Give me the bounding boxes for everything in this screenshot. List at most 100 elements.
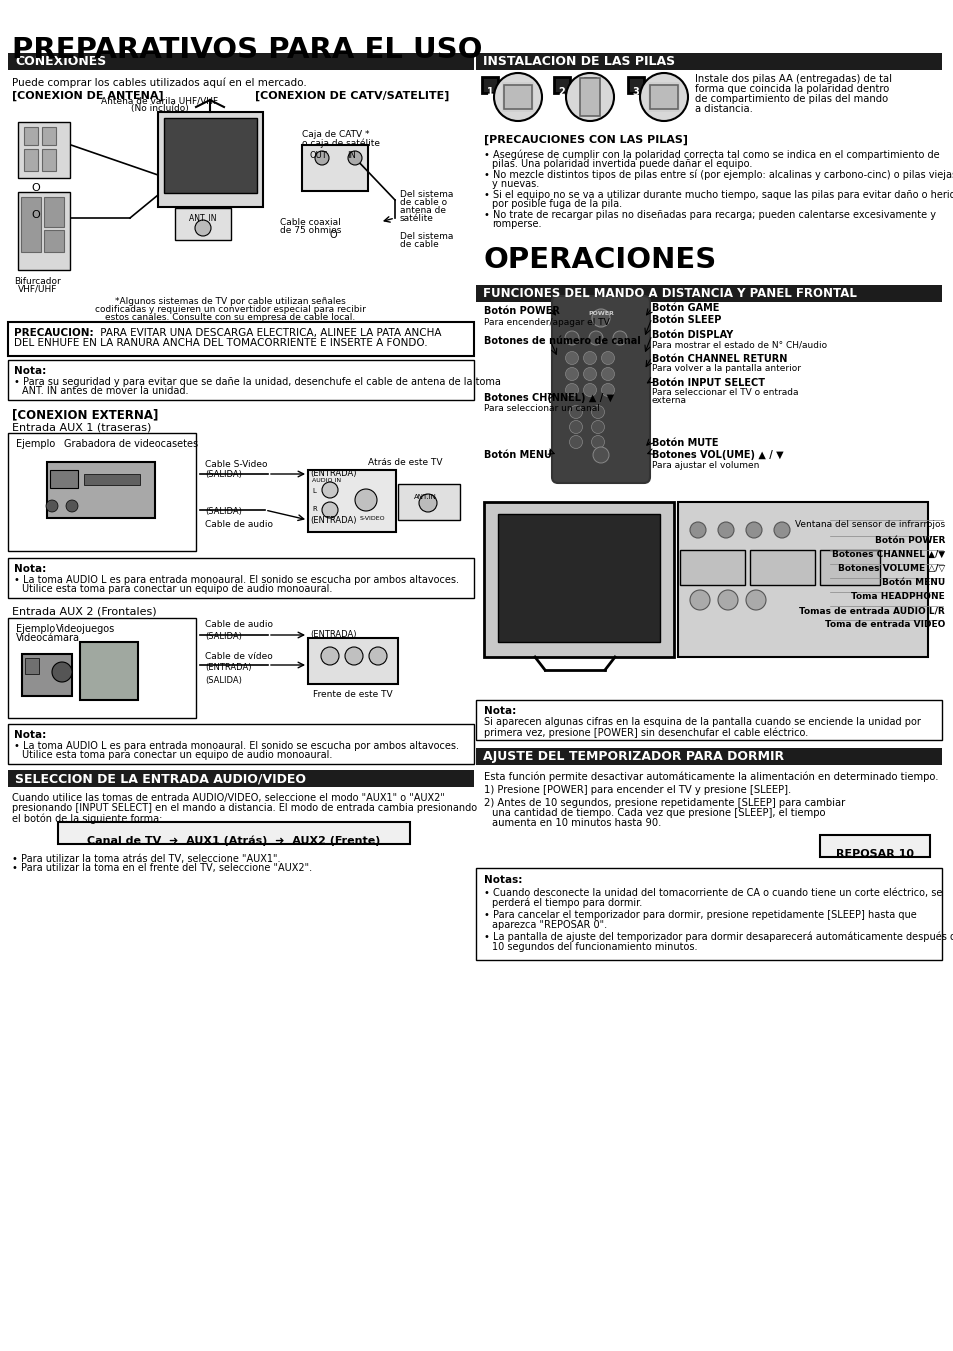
Text: Utilice esta toma para conectar un equipo de audio monoaural.: Utilice esta toma para conectar un equip…: [22, 584, 332, 594]
Circle shape: [322, 482, 337, 499]
Text: a distancia.: a distancia.: [695, 104, 752, 113]
Text: 2) Antes de 10 segundos, presione repetidamente [SLEEP] para cambiar: 2) Antes de 10 segundos, presione repeti…: [483, 798, 844, 808]
Text: de cable o: de cable o: [399, 199, 447, 207]
Bar: [481, 77, 497, 93]
Bar: [8, 359, 474, 400]
Text: Toma de entrada VIDEO: Toma de entrada VIDEO: [823, 620, 944, 630]
Text: (SALIDA): (SALIDA): [205, 632, 242, 640]
Bar: [476, 53, 941, 70]
Text: ANT. IN: ANT. IN: [189, 213, 216, 223]
Text: forma que coincida la polaridad dentro: forma que coincida la polaridad dentro: [695, 84, 888, 95]
Bar: [8, 322, 474, 357]
Text: o caja de satélite: o caja de satélite: [302, 138, 379, 147]
Text: Para mostrar el estado de N° CH/audio: Para mostrar el estado de N° CH/audio: [651, 340, 826, 349]
Text: Atrás de este TV: Atrás de este TV: [368, 458, 442, 467]
Text: Para encender/apagar el TV: Para encender/apagar el TV: [483, 317, 609, 327]
Text: POWER: POWER: [587, 311, 614, 316]
Text: (ENTRADA): (ENTRADA): [310, 630, 356, 639]
Circle shape: [565, 73, 614, 122]
Text: Cable de audio: Cable de audio: [205, 520, 273, 530]
Text: Grabadora de videocasetes: Grabadora de videocasetes: [64, 439, 198, 449]
Text: • No mezcle distintos tipos de pilas entre sí (por ejemplo: alcalinas y carbono-: • No mezcle distintos tipos de pilas ent…: [483, 170, 953, 181]
Text: OPERACIONES: OPERACIONES: [483, 246, 717, 274]
Text: Ejemplo: Ejemplo: [16, 624, 55, 634]
Bar: [8, 558, 474, 598]
Text: antena de: antena de: [399, 205, 446, 215]
Text: • Cuando desconecte la unidad del tomacorriente de CA o cuando tiene un corte el: • Cuando desconecte la unidad del tomaco…: [483, 888, 942, 898]
Circle shape: [583, 351, 596, 365]
Text: • No trate de recargar pilas no diseñadas para recarga; pueden calentarse excesi: • No trate de recargar pilas no diseñada…: [483, 209, 935, 220]
Text: de cable: de cable: [399, 240, 438, 249]
Circle shape: [583, 384, 596, 396]
Bar: [47, 462, 154, 517]
Circle shape: [565, 367, 578, 381]
Bar: [24, 149, 38, 172]
Text: Cable de vídeo: Cable de vídeo: [205, 653, 273, 661]
Text: Botones VOLUME △/▽: Botones VOLUME △/▽: [837, 563, 944, 573]
Text: ANT. IN antes de mover la unidad.: ANT. IN antes de mover la unidad.: [22, 386, 189, 396]
Text: Nota:: Nota:: [483, 707, 516, 716]
Bar: [80, 642, 138, 700]
Text: Cable de audio: Cable de audio: [205, 620, 273, 630]
Text: Cable S-Video: Cable S-Video: [205, 459, 267, 469]
Text: pilas. Una polaridad invertida puede dañar el equipo.: pilas. Una polaridad invertida puede dañ…: [492, 159, 752, 169]
Text: por posible fuga de la pila.: por posible fuga de la pila.: [492, 199, 621, 209]
Text: satélite: satélite: [399, 213, 434, 223]
Text: Nota:: Nota:: [14, 730, 46, 740]
Text: 10 segundos del funcionamiento minutos.: 10 segundos del funcionamiento minutos.: [492, 942, 697, 952]
Text: Si aparecen algunas cifras en la esquina de la pantalla cuando se enciende la un: Si aparecen algunas cifras en la esquina…: [483, 717, 920, 727]
Bar: [18, 192, 70, 270]
Bar: [174, 208, 231, 240]
Text: Del sistema: Del sistema: [399, 190, 453, 199]
Text: O: O: [31, 209, 40, 220]
Text: OUT: OUT: [310, 151, 328, 159]
Text: Cuando utilice las tomas de entrada AUDIO/VIDEO, seleccione el modo "AUX1" o "AU: Cuando utilice las tomas de entrada AUDI…: [12, 793, 444, 802]
Circle shape: [745, 521, 761, 538]
Circle shape: [601, 384, 614, 396]
Circle shape: [583, 367, 596, 381]
Text: INSTALACION DE LAS PILAS: INSTALACION DE LAS PILAS: [482, 55, 675, 68]
Circle shape: [369, 647, 387, 665]
Circle shape: [46, 500, 58, 512]
Text: Botón SLEEP: Botón SLEEP: [651, 315, 720, 326]
Text: Puede comprar los cables utilizados aquí en el mercado.: Puede comprar los cables utilizados aquí…: [12, 77, 307, 88]
Text: *Algunos sistemas de TV por cable utilizan señales: *Algunos sistemas de TV por cable utiliz…: [114, 297, 345, 305]
Bar: [476, 285, 941, 303]
Text: Toma HEADPHONE: Toma HEADPHONE: [850, 592, 944, 601]
Bar: [44, 230, 64, 253]
Circle shape: [601, 351, 614, 365]
Circle shape: [745, 590, 765, 611]
Bar: [42, 127, 56, 145]
Bar: [8, 617, 195, 717]
Text: Notas:: Notas:: [483, 875, 522, 885]
Text: Botones VOL(UME) ▲ / ▼: Botones VOL(UME) ▲ / ▼: [651, 450, 782, 459]
Text: 3: 3: [632, 86, 639, 97]
Bar: [42, 149, 56, 172]
Circle shape: [194, 220, 211, 236]
Circle shape: [314, 151, 329, 165]
Circle shape: [591, 420, 604, 434]
Text: • Para utilizar la toma atrás del TV, seleccione "AUX1".: • Para utilizar la toma atrás del TV, se…: [12, 854, 280, 865]
Bar: [58, 821, 410, 844]
Text: [PRECAUCIONES CON LAS PILAS]: [PRECAUCIONES CON LAS PILAS]: [483, 135, 687, 146]
Bar: [649, 85, 678, 109]
Bar: [164, 118, 256, 193]
Circle shape: [591, 435, 604, 449]
Text: Videocámara: Videocámara: [16, 634, 80, 643]
Circle shape: [613, 331, 626, 345]
Text: Botón DISPLAY: Botón DISPLAY: [651, 330, 733, 340]
Text: • Para utilizar la toma en el frente del TV, seleccione "AUX2".: • Para utilizar la toma en el frente del…: [12, 863, 312, 873]
Text: Nota:: Nota:: [14, 563, 46, 574]
Text: • Si el equipo no se va a utilizar durante mucho tiempo, saque las pilas para ev: • Si el equipo no se va a utilizar duran…: [483, 190, 953, 200]
FancyBboxPatch shape: [552, 296, 649, 484]
Text: [CONEXION DE CATV/SATELITE]: [CONEXION DE CATV/SATELITE]: [254, 91, 449, 101]
Text: [CONEXION EXTERNA]: [CONEXION EXTERNA]: [12, 408, 158, 422]
Circle shape: [773, 521, 789, 538]
Bar: [158, 112, 263, 207]
Text: Utilice esta toma para conectar un equipo de audio monoaural.: Utilice esta toma para conectar un equip…: [22, 750, 332, 761]
Circle shape: [591, 405, 604, 419]
Circle shape: [52, 662, 71, 682]
Text: Botón MENU: Botón MENU: [483, 450, 551, 459]
Text: • Para cancelar el temporizador para dormir, presione repetidamente [SLEEP] hast: • Para cancelar el temporizador para dor…: [483, 911, 916, 920]
Bar: [627, 77, 643, 93]
